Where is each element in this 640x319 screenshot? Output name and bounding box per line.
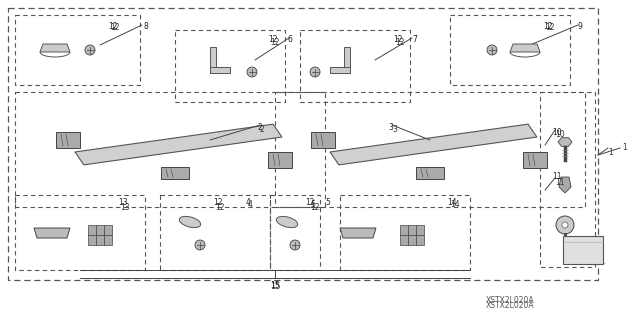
Text: 14: 14 xyxy=(450,200,460,209)
Text: 14: 14 xyxy=(447,198,456,207)
Text: 15: 15 xyxy=(269,282,280,291)
Bar xyxy=(540,92,595,267)
Text: 2: 2 xyxy=(258,123,263,132)
Bar xyxy=(96,225,104,235)
Text: 12: 12 xyxy=(215,203,225,212)
Polygon shape xyxy=(210,67,230,73)
Text: 13: 13 xyxy=(118,198,127,207)
Text: 12: 12 xyxy=(108,22,118,31)
Circle shape xyxy=(310,67,320,77)
Text: 12: 12 xyxy=(268,35,278,44)
Bar xyxy=(96,235,104,245)
Bar xyxy=(15,15,140,85)
Ellipse shape xyxy=(179,216,201,227)
Text: 11: 11 xyxy=(555,178,564,187)
Text: 9: 9 xyxy=(578,22,583,31)
Text: 15: 15 xyxy=(270,281,280,290)
Text: 6: 6 xyxy=(288,35,293,44)
Polygon shape xyxy=(75,124,282,165)
Circle shape xyxy=(290,240,300,250)
Bar xyxy=(160,195,270,270)
Ellipse shape xyxy=(276,216,298,227)
Polygon shape xyxy=(34,228,70,238)
Bar xyxy=(104,225,112,235)
Text: 1: 1 xyxy=(622,144,627,152)
Bar xyxy=(88,235,96,245)
Polygon shape xyxy=(344,47,350,73)
Text: 4: 4 xyxy=(248,200,253,209)
Bar xyxy=(268,152,292,168)
Bar xyxy=(15,195,145,270)
Text: 12: 12 xyxy=(395,38,404,47)
Bar xyxy=(416,235,424,245)
Bar xyxy=(275,92,585,207)
Bar xyxy=(8,8,598,280)
Bar xyxy=(523,152,547,168)
Text: 1: 1 xyxy=(608,148,612,157)
Circle shape xyxy=(556,216,574,234)
Text: 8: 8 xyxy=(143,22,148,31)
Polygon shape xyxy=(559,177,571,193)
Bar xyxy=(88,225,96,235)
Circle shape xyxy=(562,222,568,228)
Polygon shape xyxy=(330,124,537,165)
Bar xyxy=(175,30,285,102)
Polygon shape xyxy=(210,47,216,73)
Text: 13: 13 xyxy=(120,203,130,212)
Text: 10: 10 xyxy=(552,128,562,137)
Bar xyxy=(416,225,424,235)
Bar xyxy=(300,30,410,102)
Text: 12: 12 xyxy=(110,23,120,32)
Bar xyxy=(56,132,80,148)
Bar xyxy=(400,235,408,245)
Circle shape xyxy=(487,45,497,55)
Text: 3: 3 xyxy=(392,125,397,134)
Bar xyxy=(450,15,570,85)
Text: 11: 11 xyxy=(552,172,561,181)
Text: 12: 12 xyxy=(545,23,554,32)
Polygon shape xyxy=(40,44,70,52)
Text: 10: 10 xyxy=(555,130,564,139)
Bar xyxy=(400,225,408,235)
Polygon shape xyxy=(330,67,350,73)
Text: 5: 5 xyxy=(325,198,330,207)
Polygon shape xyxy=(558,138,572,146)
Text: 12: 12 xyxy=(270,38,280,47)
Polygon shape xyxy=(340,228,376,238)
Polygon shape xyxy=(510,44,540,52)
Bar xyxy=(270,195,320,270)
Text: 2: 2 xyxy=(260,125,265,134)
Text: XSTX2L020A: XSTX2L020A xyxy=(486,296,534,305)
Bar xyxy=(15,92,325,207)
Bar xyxy=(563,236,603,264)
Circle shape xyxy=(85,45,95,55)
Bar xyxy=(161,167,189,179)
Text: XSTX2L020A: XSTX2L020A xyxy=(486,301,534,310)
Text: 5: 5 xyxy=(310,200,315,209)
Bar xyxy=(311,132,335,148)
Circle shape xyxy=(195,240,205,250)
Text: 3: 3 xyxy=(388,123,393,132)
Text: 4: 4 xyxy=(246,198,251,207)
Text: 7: 7 xyxy=(412,35,417,44)
Text: 12: 12 xyxy=(305,198,314,207)
Text: 12: 12 xyxy=(310,203,319,212)
Bar xyxy=(408,235,416,245)
Bar xyxy=(408,225,416,235)
Text: 12: 12 xyxy=(393,35,403,44)
Text: 12: 12 xyxy=(213,198,223,207)
Bar xyxy=(340,195,470,270)
Bar xyxy=(416,167,444,179)
Circle shape xyxy=(247,67,257,77)
Text: 12: 12 xyxy=(543,22,552,31)
Bar xyxy=(104,235,112,245)
